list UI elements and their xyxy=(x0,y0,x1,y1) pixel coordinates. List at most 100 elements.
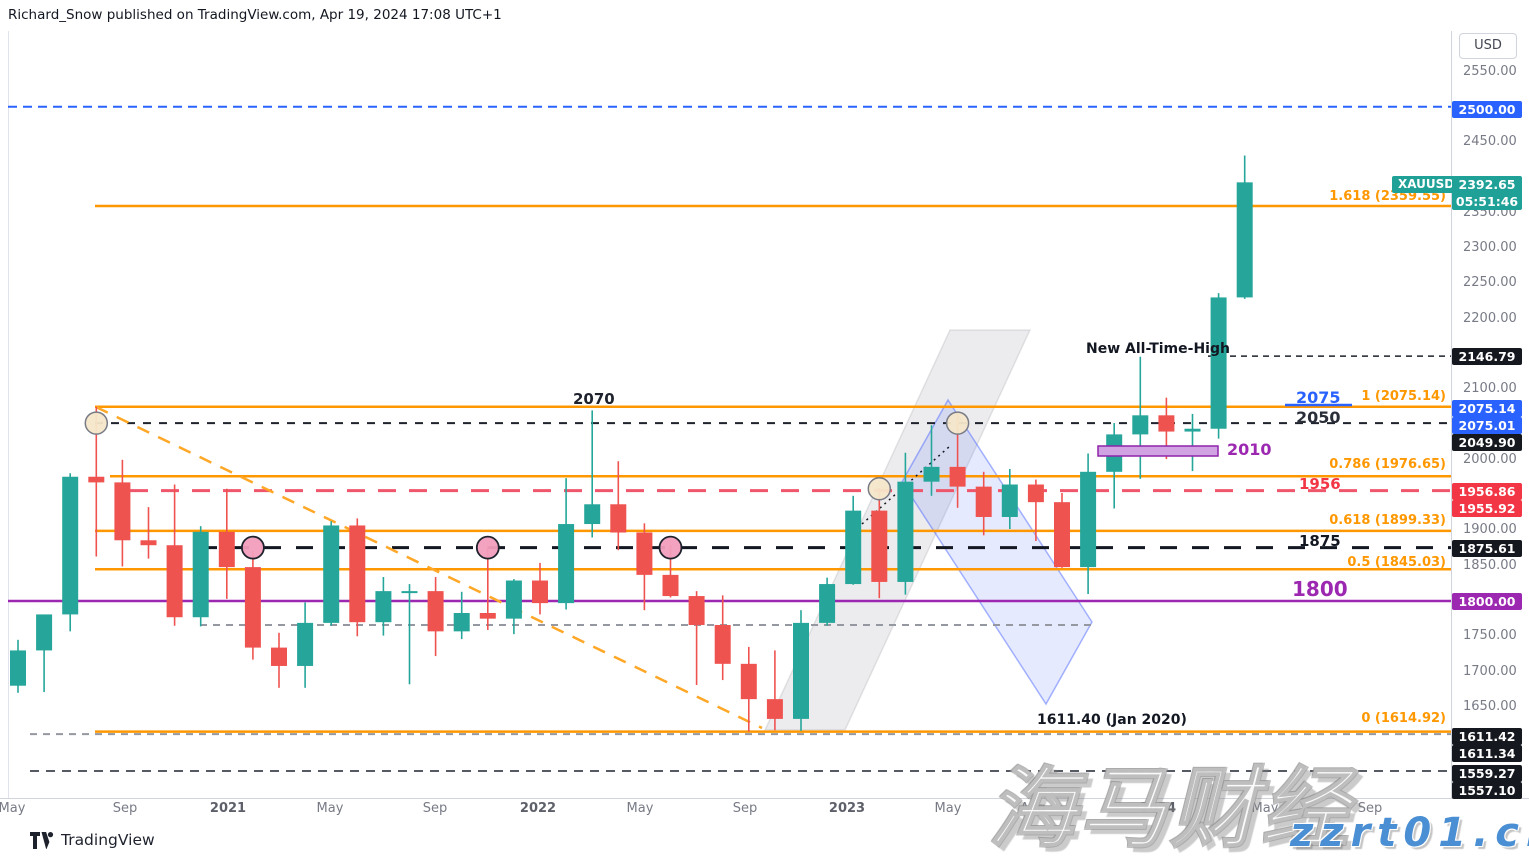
time-axis-line xyxy=(0,798,1529,799)
fib-label: 0.5 (1845.03) xyxy=(1347,555,1446,570)
price-flag: 2500.00 xyxy=(1452,100,1522,118)
candle-body xyxy=(10,650,26,686)
candle-body xyxy=(1054,502,1070,568)
price-flag: 2049.90 xyxy=(1452,433,1522,451)
tradingview-logo-icon xyxy=(30,831,54,849)
plot-left-border xyxy=(8,31,9,798)
annotation-2050: 2050 xyxy=(1296,408,1341,427)
price-tick-label: 2250.00 xyxy=(1463,275,1517,291)
currency-toggle-button[interactable]: USD xyxy=(1459,33,1517,59)
candle-body xyxy=(114,482,131,541)
candle-body xyxy=(845,510,862,585)
swing-marker xyxy=(84,411,109,435)
price-tick-label: 2300.00 xyxy=(1463,240,1517,255)
candle-body xyxy=(819,584,836,623)
time-axis-label: 2021 xyxy=(209,801,247,816)
candle-body xyxy=(375,591,392,623)
swing-marker xyxy=(945,411,970,435)
candle-body xyxy=(532,580,548,604)
candle-body xyxy=(1210,297,1227,429)
time-axis-label: Aug xyxy=(1020,801,1046,816)
candle-body xyxy=(740,663,757,700)
last-price-value: 2392.65 xyxy=(1458,177,1516,192)
candle-body xyxy=(1001,484,1018,517)
candle-body xyxy=(897,481,914,582)
swing-marker xyxy=(240,535,265,560)
candle-body xyxy=(36,614,53,651)
candle-body xyxy=(62,476,79,615)
time-axis-label: 2022 xyxy=(519,801,557,816)
price-tick-label: 1750.00 xyxy=(1463,628,1517,644)
annotation-2075: 2075 xyxy=(1296,388,1341,407)
tradingview-logo[interactable]: TradingView xyxy=(30,831,155,849)
time-axis-label: 2024 xyxy=(1139,801,1177,816)
annotation-1875: 1875 xyxy=(1299,532,1341,550)
candle-body xyxy=(1184,428,1201,432)
price-tick-label: 1700.00 xyxy=(1463,663,1517,679)
price-flag: 1955.92 xyxy=(1452,499,1522,517)
candle-body xyxy=(793,622,809,719)
candle-body xyxy=(714,625,731,664)
candle-body xyxy=(166,545,183,618)
annotation-1611-40-jan-2020-: 1611.40 (Jan 2020) xyxy=(1037,712,1187,728)
price-tick-label: 2550.00 xyxy=(1463,63,1517,79)
price-flag: 2075.14 xyxy=(1452,399,1522,417)
symbol-tag: XAUUSD xyxy=(1392,176,1461,193)
candle-body xyxy=(584,504,601,525)
price-flag: 1559.27 xyxy=(1452,764,1522,782)
candle-body xyxy=(1132,415,1149,435)
time-axis-label: May xyxy=(1251,801,1279,816)
candle-body xyxy=(558,524,575,604)
candle-body xyxy=(662,574,679,597)
time-axis-label: May xyxy=(626,801,654,816)
time-axis-label: May xyxy=(316,801,344,816)
price-tick-label: 2450.00 xyxy=(1463,134,1517,150)
candle-body xyxy=(923,466,940,482)
candle-body xyxy=(349,525,366,623)
publish-byline: Richard_Snow published on TradingView.co… xyxy=(8,7,502,23)
annotation-2070: 2070 xyxy=(573,390,615,408)
candle-body xyxy=(427,591,444,632)
candle-body xyxy=(688,596,705,626)
candle-body xyxy=(1158,415,1175,432)
candle-body xyxy=(297,622,314,666)
candle-body xyxy=(244,567,261,648)
time-axis-label: Sep xyxy=(732,801,758,816)
price-flag: 1557.10 xyxy=(1452,781,1522,799)
annotation-new-all-time-high: New All-Time-High xyxy=(1086,341,1230,357)
bar-countdown: 05:51:46 xyxy=(1455,194,1519,209)
candle-body xyxy=(505,580,522,619)
price-flag: 1611.34 xyxy=(1452,744,1522,762)
candle-body xyxy=(766,699,783,719)
candle-body xyxy=(401,591,418,594)
candle-body xyxy=(453,613,470,632)
price-tick-label: 2100.00 xyxy=(1463,381,1517,397)
downtrend-line xyxy=(95,405,763,730)
candle-body xyxy=(192,531,209,618)
candle-body xyxy=(1027,484,1044,503)
time-axis-label: May xyxy=(934,801,962,816)
candle-body xyxy=(610,504,627,533)
annotation-1800: 1800 xyxy=(1292,577,1348,601)
candle-body xyxy=(271,647,287,666)
watermark-url: zzrt01.cn xyxy=(1290,810,1529,856)
candle-body xyxy=(218,531,235,568)
watermark-cn: 海马财经 xyxy=(987,756,1353,861)
candle-body xyxy=(1236,182,1253,298)
fib-label: 0.786 (1976.65) xyxy=(1329,457,1446,472)
price-tick-label: 1900.00 xyxy=(1463,522,1517,538)
price-tick-label: 1650.00 xyxy=(1463,698,1517,714)
candle-body xyxy=(1080,471,1097,568)
fib-label: 0.618 (1899.33) xyxy=(1329,513,1446,528)
swing-marker xyxy=(475,535,500,560)
price-flag: 1956.86 xyxy=(1452,482,1522,500)
swing-marker xyxy=(867,476,892,501)
last-price-flag: 2392.65 05:51:46 xyxy=(1452,176,1522,210)
annotation-1956: 1956 xyxy=(1299,475,1341,493)
candle-body xyxy=(140,540,157,546)
candle-body xyxy=(323,525,340,623)
time-axis-label: Sep xyxy=(1357,801,1383,816)
candle-body xyxy=(975,486,992,517)
swing-marker xyxy=(658,535,683,560)
